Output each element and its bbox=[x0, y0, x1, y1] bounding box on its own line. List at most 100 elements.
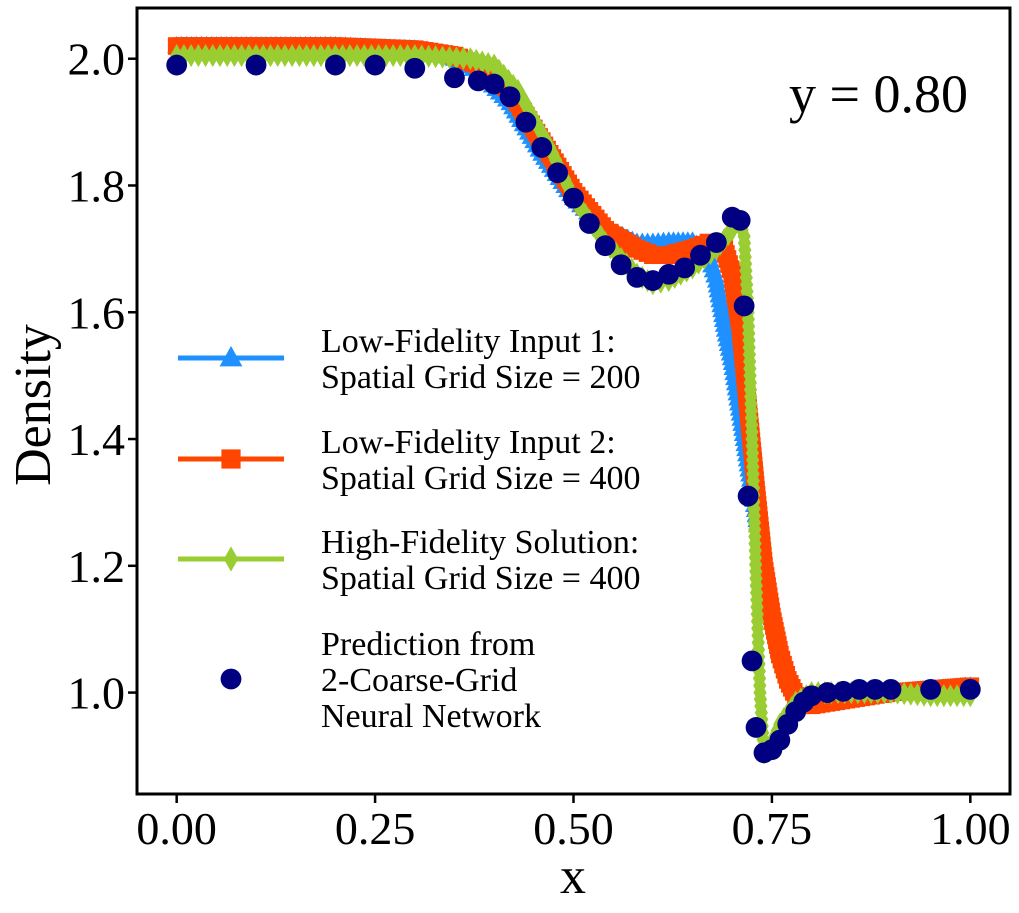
legend-label: Low-Fidelity Input 1: Spatial Grid Size =… bbox=[321, 323, 640, 396]
series-4-point bbox=[245, 54, 267, 76]
series-4-point bbox=[864, 679, 886, 700]
series-4-point bbox=[444, 67, 465, 89]
series-3-marker bbox=[256, 43, 270, 68]
series-3-marker bbox=[442, 45, 457, 70]
series-4-point bbox=[499, 86, 521, 108]
series-4-point bbox=[705, 232, 727, 253]
series-4-point bbox=[166, 54, 188, 76]
series-4-point bbox=[729, 209, 751, 231]
series-3-marker bbox=[487, 53, 501, 77]
series-4-point bbox=[404, 57, 426, 79]
series-3-marker bbox=[937, 684, 951, 708]
series-4-point bbox=[515, 111, 537, 133]
series-4-point bbox=[733, 295, 755, 317]
series-4-point bbox=[594, 235, 616, 257]
series-3-marker bbox=[422, 44, 436, 68]
series-3-marker bbox=[456, 46, 470, 70]
series-4-point bbox=[741, 650, 763, 672]
legend: Low-Fidelity Input 1: Spatial Grid Size =… bbox=[178, 323, 640, 735]
y-tick-label: 1.0 bbox=[68, 668, 126, 719]
series-3-marker bbox=[191, 43, 205, 68]
series-3-marker bbox=[897, 682, 911, 706]
series-3-marker bbox=[184, 43, 198, 68]
legend-marker bbox=[219, 346, 243, 367]
series-4-point bbox=[658, 263, 680, 285]
series-3-marker bbox=[725, 218, 739, 242]
series-3-marker bbox=[314, 43, 328, 68]
series-4-point bbox=[531, 137, 553, 158]
y-tick-label: 1.8 bbox=[68, 160, 126, 211]
x-axis-label: x bbox=[560, 848, 586, 905]
x-tick-label: 0.75 bbox=[732, 803, 813, 854]
x-tick-label: 0.00 bbox=[136, 803, 217, 854]
series-3-marker bbox=[206, 43, 220, 68]
series-4-point bbox=[642, 270, 664, 291]
series-3-marker bbox=[235, 43, 249, 68]
series-3-marker bbox=[350, 43, 364, 68]
legend-marker bbox=[220, 668, 242, 690]
series-4-point bbox=[737, 485, 759, 507]
series-3-marker bbox=[343, 43, 357, 68]
series-4-point bbox=[959, 679, 981, 700]
series-4-point bbox=[880, 679, 902, 700]
series-3-marker bbox=[285, 43, 299, 68]
series-4-point bbox=[745, 717, 767, 738]
series-3-marker bbox=[449, 46, 464, 70]
series-3-marker bbox=[278, 43, 292, 68]
ticks-layer: 0.00 0.25 0.50 0.75 1.00 1.0 1.2 1.4 1.6 1.8 2.0 bbox=[68, 34, 1011, 854]
series-4-point bbox=[920, 679, 942, 700]
series-3-marker bbox=[227, 43, 242, 68]
legend-entry-3: High-Fidelity Solution: Spatial Grid Size… bbox=[178, 524, 640, 597]
series-3-marker bbox=[950, 684, 964, 708]
series-3-marker bbox=[271, 43, 285, 68]
series-layer bbox=[166, 36, 981, 765]
y-axis-label: Density bbox=[5, 324, 62, 486]
series-3-marker bbox=[198, 43, 213, 68]
series-4-point bbox=[364, 54, 386, 76]
series-3-marker bbox=[497, 63, 511, 87]
series-3-marker bbox=[943, 684, 958, 708]
y-tick-label: 1.2 bbox=[68, 541, 126, 592]
series-4-point bbox=[610, 254, 632, 276]
series-4-point bbox=[547, 162, 569, 184]
series-3-marker bbox=[292, 43, 306, 68]
series-4-point bbox=[483, 73, 505, 95]
series-3-marker bbox=[393, 43, 407, 68]
y-tick-label: 2.0 bbox=[68, 34, 126, 85]
legend-entry-4: Prediction from 2-Coarse-Grid Neural Netwo… bbox=[220, 626, 541, 735]
y-tick-label: 1.6 bbox=[68, 287, 126, 338]
x-tick-label: 0.25 bbox=[335, 803, 416, 854]
x-tick-label: 0.50 bbox=[533, 803, 614, 854]
series-3-marker bbox=[435, 45, 450, 69]
series-4-point bbox=[817, 682, 838, 703]
series-3-marker bbox=[408, 43, 422, 68]
series-3-marker bbox=[263, 43, 278, 68]
legend-marker bbox=[223, 546, 239, 572]
series-4-point bbox=[769, 729, 791, 751]
series-3-marker bbox=[220, 43, 234, 68]
series-4-point bbox=[832, 680, 854, 702]
series-3-marker bbox=[299, 43, 314, 68]
series-3-marker bbox=[429, 45, 443, 69]
legend-label: Low-Fidelity Input 2: Spatial Grid Size =… bbox=[321, 424, 640, 497]
series-4 bbox=[166, 54, 981, 764]
annotation-label: y = 0.80 bbox=[789, 64, 968, 124]
series-3-marker bbox=[386, 43, 400, 68]
legend-label: Prediction from 2-Coarse-Grid Neural Netwo… bbox=[321, 626, 541, 735]
legend-entry-2: Low-Fidelity Input 2: Spatial Grid Size =… bbox=[178, 424, 640, 497]
series-4-point bbox=[690, 244, 711, 266]
x-tick-label: 1.00 bbox=[930, 803, 1011, 854]
series-3-marker bbox=[213, 43, 227, 68]
series-3-marker bbox=[307, 43, 321, 68]
series-3-marker bbox=[721, 223, 735, 247]
series-4-point bbox=[848, 679, 870, 700]
series-4-point bbox=[674, 257, 696, 279]
series-4-point bbox=[325, 54, 346, 76]
legend-marker bbox=[221, 449, 241, 469]
series-4-point bbox=[563, 187, 584, 209]
legend-label: High-Fidelity Solution: Spatial Grid Size… bbox=[321, 524, 640, 597]
series-3-marker bbox=[357, 43, 371, 68]
series-4-point bbox=[578, 213, 600, 234]
